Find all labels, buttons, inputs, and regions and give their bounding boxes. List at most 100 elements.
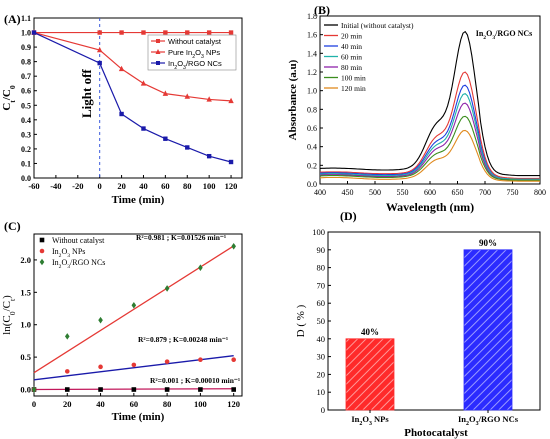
panel-b-xtick-label: 500 bbox=[369, 188, 381, 197]
panel-c-point-2 bbox=[231, 243, 236, 250]
panel-c-point-0 bbox=[231, 387, 236, 392]
panel-c-point-2 bbox=[31, 386, 37, 393]
panel-a-ytick-label: 0.4 bbox=[21, 116, 31, 125]
panel-a-xtick-label: 80 bbox=[183, 181, 192, 191]
panel-b-legend-label: 80 min bbox=[341, 63, 362, 72]
panel-b-xlabel: Wavelength (nm) bbox=[386, 200, 474, 214]
panel-a-ytick-label: 0.8 bbox=[21, 58, 31, 67]
panel-c-fit-label: R²=0.879 ; K=0.00248 min⁻¹ bbox=[138, 335, 228, 344]
panel-b-annotation: In2O3/RGO NCs bbox=[476, 29, 533, 41]
panel-c-point-1 bbox=[231, 357, 236, 363]
panel-c-xtick-label: 40 bbox=[96, 399, 105, 409]
panel-c-ytick-label: 2.0 bbox=[20, 255, 31, 265]
panel-a-point-2 bbox=[141, 126, 146, 131]
panel-a-legend-marker bbox=[156, 61, 160, 65]
panel-a-point-0 bbox=[141, 30, 146, 35]
panel-c-ytick-label: 1.0 bbox=[20, 320, 31, 330]
panel-b-ytick-label: 1.4 bbox=[307, 49, 317, 58]
panel-c-fit-label: R²=0.981 ; K=0.01526 min⁻¹ bbox=[136, 233, 226, 242]
panel-b-ytick-label: 1.0 bbox=[307, 87, 317, 96]
panel-d-ylabel: D ( % ) bbox=[295, 304, 307, 337]
panel-d-ytick-label: 30 bbox=[317, 352, 326, 362]
panel-c-xtick-label: 20 bbox=[63, 399, 72, 409]
panel-b-ytick-label: 0.0 bbox=[307, 180, 317, 189]
panel-d-ytick-label: 0 bbox=[321, 405, 325, 415]
panel-a-point-1 bbox=[96, 46, 103, 53]
panel-a-frame bbox=[33, 17, 243, 179]
panel-d-letter: (D) bbox=[340, 209, 357, 223]
panel-a-point-1 bbox=[184, 93, 190, 99]
panel-d-ytick-label: 80 bbox=[317, 263, 326, 273]
panel-a-letter: (A) bbox=[4, 12, 21, 26]
panel-c-xtick-label: 120 bbox=[227, 399, 240, 409]
panel-b-legend-label: Initial (without catalyst) bbox=[341, 21, 414, 30]
panel-c-point-1 bbox=[98, 364, 103, 370]
panel-a-point-1 bbox=[118, 65, 125, 72]
panel-d-ytick-label: 70 bbox=[317, 280, 326, 290]
panel-a-xlabel: Time (min) bbox=[112, 194, 165, 206]
panel-a-series-line-2 bbox=[33, 32, 232, 163]
panel-d-ytick-label: 20 bbox=[317, 369, 326, 379]
panel-d-ytick-label: 90 bbox=[317, 245, 326, 255]
panel-a-xtick-label: -40 bbox=[50, 181, 61, 191]
panel-d-bar bbox=[463, 249, 513, 411]
panel-c-ylabel: ln(C0/Ct) bbox=[1, 295, 17, 335]
panel-a-point-1 bbox=[206, 96, 212, 102]
panel-c-xlabel: Time (min) bbox=[112, 411, 165, 423]
panel-b-xtick-label: 750 bbox=[507, 188, 519, 197]
panel-a-xtick-label: 120 bbox=[225, 181, 238, 191]
panel-c-frame bbox=[33, 233, 243, 397]
panel-a-ytick-label: 0.7 bbox=[21, 72, 31, 81]
panel-d-bar bbox=[345, 338, 395, 411]
panel-c-legend-marker bbox=[39, 258, 45, 266]
panel-c-point-2 bbox=[198, 264, 203, 271]
panel-d-category-label: In2O3 NPs bbox=[351, 414, 389, 427]
panel-d-data-label: 40% bbox=[361, 327, 379, 337]
panel-c-point-2 bbox=[64, 333, 70, 340]
panel-b-series-line-1 bbox=[319, 71, 540, 179]
panel-c-xtick-label: 60 bbox=[130, 399, 139, 409]
panel-b-legend-label: 40 min bbox=[341, 42, 362, 51]
panel-b-series-line-0 bbox=[319, 30, 540, 177]
panel-c-ytick-label: 1.5 bbox=[20, 287, 31, 297]
panel-a-point-0 bbox=[97, 30, 102, 35]
panel-a-point-0 bbox=[119, 30, 124, 35]
panel-a-annotation: Light off bbox=[79, 69, 94, 118]
panel-c-legend-label: In2O3/RGO NCs bbox=[52, 258, 105, 270]
panel-c-fit-label: R²=0.001 ; K=0.00010 min⁻¹ bbox=[150, 376, 240, 385]
panel-c-point-2 bbox=[131, 301, 137, 309]
panel-d-ytick-label: 40 bbox=[317, 334, 326, 344]
panel-b-series-line-3 bbox=[319, 92, 540, 180]
panel-a-point-2 bbox=[206, 153, 212, 159]
panel-a-ylabel: Ct/C0 bbox=[1, 85, 17, 111]
panel-d-data-label: 90% bbox=[479, 238, 497, 248]
panel-c-point-0 bbox=[98, 387, 103, 392]
panel-b-xtick-label: 800 bbox=[534, 188, 546, 197]
panel-c-xtick-label: 0 bbox=[32, 399, 36, 409]
panel-c-xtick-label: 80 bbox=[163, 399, 172, 409]
panel-a-point-2 bbox=[185, 145, 190, 150]
panel-a-xtick-label: 100 bbox=[203, 181, 216, 191]
panel-a-point-2 bbox=[163, 136, 168, 141]
panel-a-ytick-label: 0.2 bbox=[21, 145, 31, 154]
panel-c-legend-marker bbox=[39, 237, 45, 243]
panel-a-point-1 bbox=[228, 97, 234, 104]
panel-a-xtick-label: 0 bbox=[98, 181, 102, 191]
panel-b-legend-label: 100 min bbox=[341, 74, 366, 83]
panel-b-xtick-label: 550 bbox=[397, 188, 409, 197]
panel-b-xtick-label: 450 bbox=[342, 188, 354, 197]
panel-a-ytick-label: 0.0 bbox=[21, 174, 31, 183]
panel-b-ytick-label: 1.6 bbox=[307, 31, 317, 40]
panel-a-point-1 bbox=[140, 80, 147, 86]
panel-a-xtick-label: 20 bbox=[117, 181, 126, 191]
panel-a-xtick-label: 40 bbox=[139, 181, 148, 191]
panel-c-point-0 bbox=[131, 387, 137, 392]
panel-d-category-label: In2O3/RGO NCs bbox=[458, 414, 519, 427]
panel-b-letter: (B) bbox=[314, 3, 330, 17]
panel-a-xtick-label: -20 bbox=[72, 181, 83, 191]
panel-b-ytick-label: 1.2 bbox=[307, 68, 317, 77]
panel-c-letter: (C) bbox=[4, 219, 21, 233]
panel-a-ytick-label: 0.9 bbox=[21, 43, 31, 52]
panel-a-legend-label: Without catalyst bbox=[168, 37, 222, 46]
panel-a-xtick-label: 60 bbox=[161, 181, 170, 191]
